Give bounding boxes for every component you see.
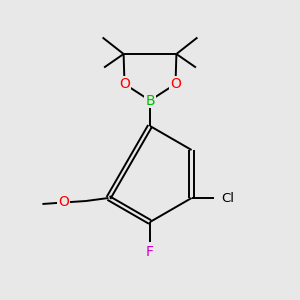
Text: Cl: Cl — [222, 191, 235, 205]
Text: F: F — [146, 244, 154, 259]
Text: O: O — [170, 77, 181, 91]
Text: O: O — [119, 77, 130, 91]
Text: B: B — [145, 94, 155, 107]
Text: O: O — [58, 196, 69, 209]
